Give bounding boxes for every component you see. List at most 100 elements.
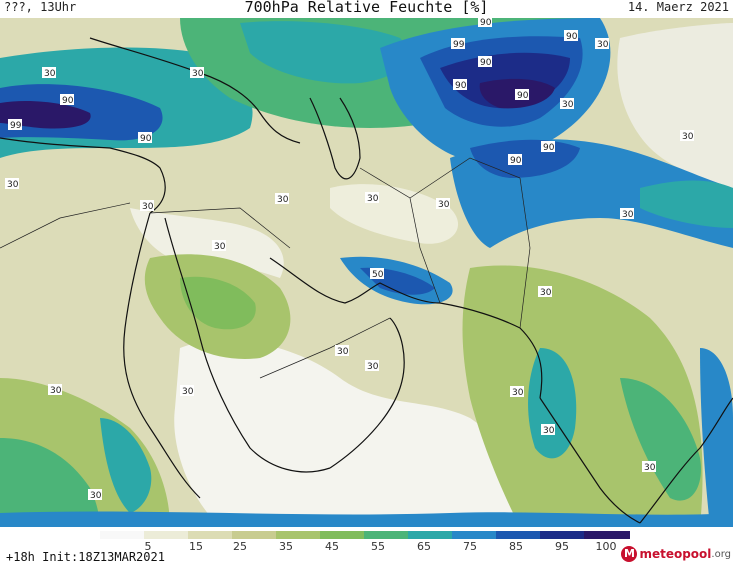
border-pakistan-india [519, 177, 531, 329]
contour-label: 30 [5, 178, 19, 190]
borders [0, 157, 531, 379]
contour-label: 90 [508, 154, 522, 166]
svg-text:30: 30 [7, 180, 19, 190]
contour-label: 30 [42, 67, 56, 79]
colorbar-label: 35 [279, 540, 293, 553]
colorbar-label: 25 [233, 540, 247, 553]
coastline-black-sea [89, 37, 301, 144]
contour-label: 30 [560, 98, 574, 110]
dry-region-iran [330, 184, 459, 244]
svg-text:30: 30 [142, 202, 154, 212]
contour-label: 30 [180, 385, 194, 397]
svg-text:30: 30 [622, 210, 634, 220]
contour-label: 30 [510, 386, 524, 398]
contour-label: 30 [538, 286, 552, 298]
contour-label: 90 [478, 18, 492, 28]
svg-text:30: 30 [214, 242, 226, 252]
border-iran-pakistan [359, 167, 441, 304]
svg-text:30: 30 [192, 69, 204, 79]
contour-label: 30 [190, 67, 204, 79]
svg-text:30: 30 [337, 347, 349, 357]
contour-label: 30 [212, 240, 226, 252]
contour-label: 99 [8, 119, 22, 131]
svg-text:30: 30 [367, 194, 379, 204]
coastline-oman [329, 317, 405, 469]
coastline-red-sea-west [123, 212, 201, 499]
contour-label: 30 [48, 384, 62, 396]
colorbar-segment [496, 531, 540, 539]
contour-label: 30 [541, 424, 555, 436]
colorbar-label: 65 [417, 540, 431, 553]
contour-label: 30 [88, 489, 102, 501]
border-egypt [0, 202, 131, 249]
svg-text:99: 99 [10, 121, 22, 131]
contour-label: 90 [478, 56, 492, 68]
svg-text:30: 30 [44, 69, 56, 79]
humidity-map: 30 30 30 30 30 30 30 30 50 30 30 30 30 3… [0, 18, 733, 527]
svg-text:90: 90 [510, 156, 522, 166]
forecast-time-label: ???, 13Uhr [4, 0, 77, 14]
logo-tld-text: .org [711, 548, 731, 560]
logo-brand-text: meteopool [639, 547, 712, 561]
coastline-levant [0, 137, 166, 214]
contour-label: 30 [642, 461, 656, 473]
svg-text:30: 30 [182, 387, 194, 397]
svg-text:90: 90 [140, 134, 152, 144]
contour-label: 99 [451, 38, 465, 50]
colorbar-segment [540, 531, 584, 539]
moist-streak-ethiopia [100, 418, 152, 513]
svg-text:30: 30 [367, 362, 379, 372]
contour-label: 30 [680, 130, 694, 142]
contour-label: 30 [275, 193, 289, 205]
svg-text:30: 30 [277, 195, 289, 205]
contour-label: 90 [564, 30, 578, 42]
colorbar-label: 85 [509, 540, 523, 553]
meteopool-logo-icon: M [621, 546, 638, 562]
svg-text:30: 30 [50, 386, 62, 396]
moist-band-caucasus [240, 21, 408, 84]
contour-label: 90 [453, 79, 467, 91]
colorbar-label: 5 [144, 540, 152, 553]
coastline-persian-gulf [269, 257, 441, 304]
contour-label: 30 [595, 38, 609, 50]
contour-label: 90 [515, 89, 529, 101]
colorbar-segment [144, 531, 188, 539]
meteopool-logo[interactable]: M meteopool .org [621, 544, 731, 564]
colorbar-segment [452, 531, 496, 539]
colorbar-label: 45 [325, 540, 339, 553]
border-yemen [259, 317, 391, 379]
map-header: ???, 13Uhr 700hPa Relative Feuchte [%] 1… [0, 0, 733, 18]
coastlines [0, 37, 733, 524]
colorbar-label: 95 [555, 540, 569, 553]
moist-core-africa [0, 438, 100, 527]
moist-region-bay [700, 348, 733, 527]
moist-core-arabia [180, 276, 256, 330]
svg-text:90: 90 [543, 143, 555, 153]
svg-text:50: 50 [372, 270, 384, 280]
contour-labels: 30 30 30 30 30 30 30 30 50 30 30 30 30 3… [5, 18, 694, 501]
svg-text:99: 99 [453, 40, 465, 50]
colorbar-segment [320, 531, 364, 539]
svg-text:30: 30 [540, 288, 552, 298]
contour-label: 30 [365, 192, 379, 204]
svg-text:30: 30 [682, 132, 694, 142]
colorbar-label: 100 [595, 540, 617, 553]
svg-text:90: 90 [455, 81, 467, 91]
moist-region-china [640, 180, 733, 228]
forecast-date-label: 14. Maerz 2021 [627, 0, 729, 14]
svg-text:30: 30 [512, 388, 524, 398]
colorbar-segment [100, 531, 144, 539]
svg-text:30: 30 [438, 200, 450, 210]
colorbar [100, 528, 630, 542]
svg-text:30: 30 [562, 100, 574, 110]
contour-label: 30 [620, 208, 634, 220]
contour-label: 30 [140, 200, 154, 212]
colorbar-segment [188, 531, 232, 539]
moist-core-india-west [528, 348, 577, 459]
colorbar-segment [364, 531, 408, 539]
contour-label: 90 [541, 141, 555, 153]
contour-label: 30 [436, 198, 450, 210]
dry-region-south [174, 339, 516, 527]
svg-text:90: 90 [480, 58, 492, 68]
colorbar-segment [584, 531, 630, 539]
